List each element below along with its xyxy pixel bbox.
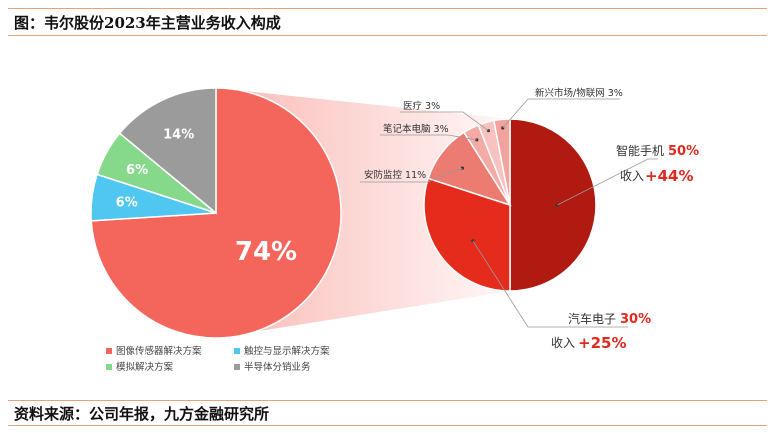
pie-slice-label-4: 14% [163,127,194,142]
detail-slice-2 [423,177,511,292]
detail-growth-label-auto: 收入 [551,336,575,350]
pie-slice-label-1: 74% [235,237,297,267]
detail-slice-6 [493,118,511,206]
detail-label-medical: 医疗 3% [403,100,440,112]
detail-label-iot: 新兴市场/物联网 3% [535,87,623,99]
legend-label-2: 触控与显示解决方案 [244,345,330,357]
leader-line-auto [472,240,628,328]
leader-line-smartphone [557,158,658,206]
detail-pct-auto: 30% [620,312,651,327]
detail-growth-label-smartphone: 收入 [620,169,644,183]
detail-label-auto: 汽车电子 [568,311,616,326]
leader-line-iot [502,98,620,129]
detail-slice-1 [509,118,597,292]
detail-label-smartphone: 智能手机 [616,143,664,158]
legend-swatch-2 [234,348,240,354]
pie-slice-label-2: 6% [116,195,138,210]
detail-label-notebook: 笔记本电脑 3% [383,123,449,135]
leader-dot-notebook [475,138,479,142]
legend-swatch-1 [106,348,112,354]
pie-slice-4 [118,87,217,215]
leader-line-medical [400,111,489,131]
detail-growth-auto: +25% [578,334,626,352]
legend-swatch-3 [106,364,112,370]
leader-line-notebook [380,134,477,141]
pie-slice-label-3: 6% [126,163,148,178]
chart-area: 74% 6% 6% 14% 图像传感器解决方案 触控与显示解决方案模拟解决方案 半导体分销业… [8,37,767,399]
legend-swatch-4 [234,364,240,370]
figure-title: 图：韦尔股份2023年主营业务收入构成 [8,8,767,36]
detail-label-security: 安防监控 11% [364,169,426,181]
legend-label-1: 图像传感器解决方案 [116,345,202,357]
source-note: 资料来源：公司年报，九方金融研究所 [8,400,767,426]
legend-label-3: 模拟解决方案 [116,361,174,373]
legend-label-4: 半导体分销业务 [244,361,311,373]
leader-line-security [360,167,463,183]
detail-growth-smartphone: +44% [645,167,693,185]
detail-pct-smartphone: 50% [668,144,699,159]
